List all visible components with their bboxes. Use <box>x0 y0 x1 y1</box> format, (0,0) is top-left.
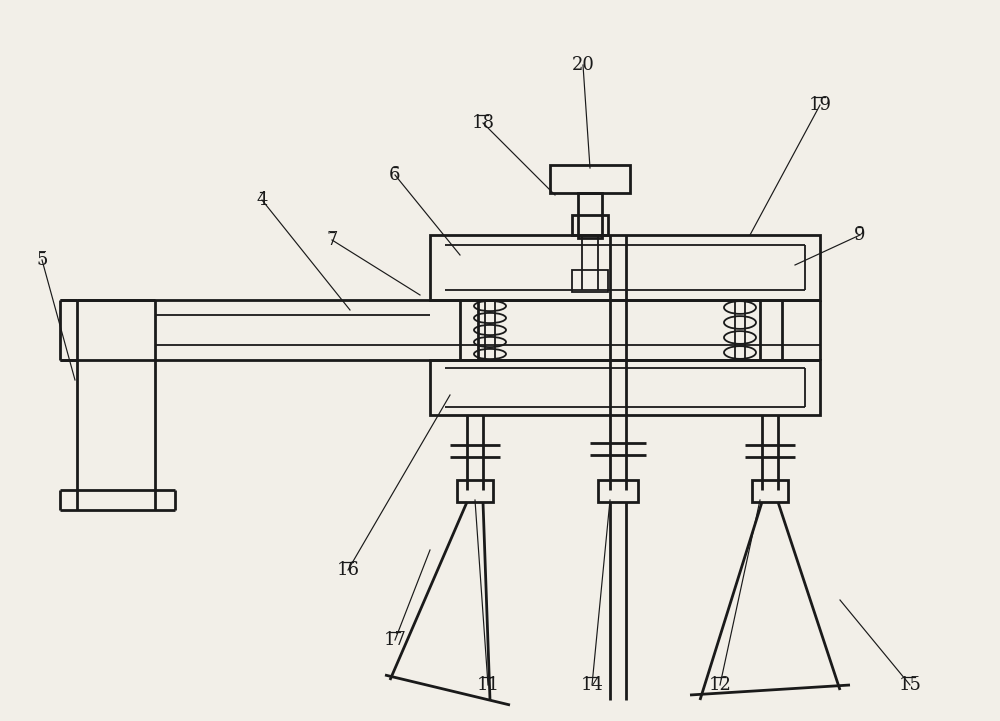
Text: 15: 15 <box>899 676 921 694</box>
Bar <box>572 270 608 292</box>
Text: 19: 19 <box>808 96 832 114</box>
Bar <box>598 480 638 502</box>
Bar <box>430 235 820 300</box>
Bar <box>457 480 493 502</box>
Bar <box>578 193 602 238</box>
Text: 12: 12 <box>709 676 731 694</box>
Text: 20: 20 <box>572 56 594 74</box>
Text: 4: 4 <box>256 191 268 209</box>
Bar <box>430 360 820 415</box>
Bar <box>550 165 630 193</box>
Bar <box>752 480 788 502</box>
Text: 9: 9 <box>854 226 866 244</box>
Text: 11: 11 <box>477 676 500 694</box>
Bar <box>572 215 608 235</box>
Text: 17: 17 <box>384 631 406 649</box>
Text: 14: 14 <box>581 676 603 694</box>
Text: 6: 6 <box>389 166 401 184</box>
Text: 16: 16 <box>336 561 360 579</box>
Text: 5: 5 <box>36 251 48 269</box>
Text: 7: 7 <box>326 231 338 249</box>
Text: 18: 18 <box>472 114 494 132</box>
